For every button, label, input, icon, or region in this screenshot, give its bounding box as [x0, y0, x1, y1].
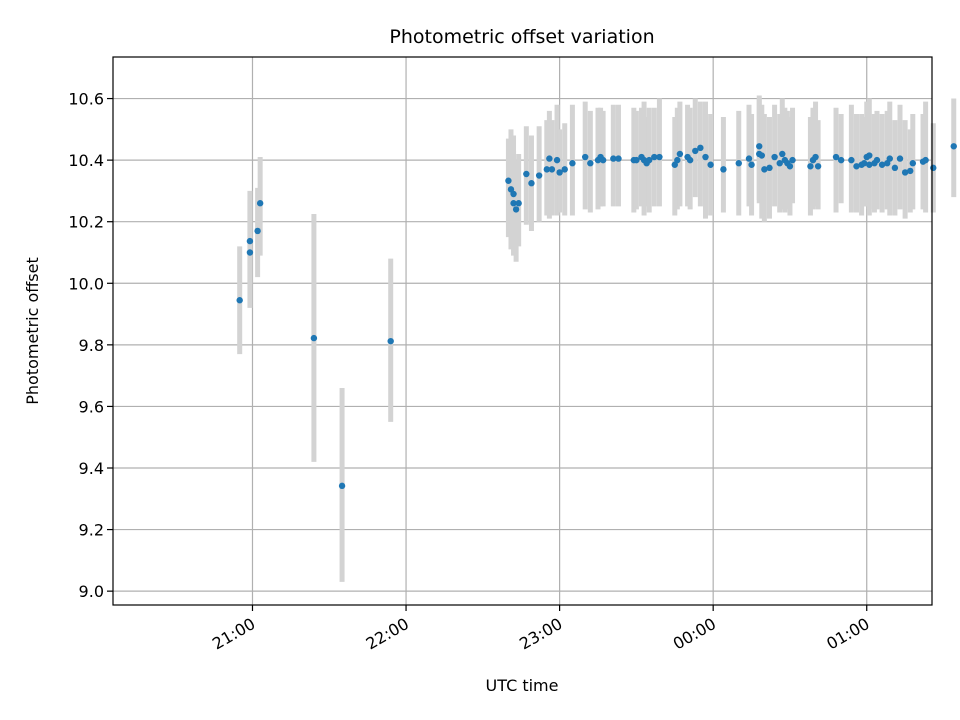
- y-tick-label: 9.4: [79, 459, 104, 478]
- y-tick-label: 10.0: [68, 274, 104, 293]
- data-point: [674, 156, 681, 164]
- data-point: [761, 166, 768, 173]
- data-point: [556, 169, 563, 176]
- data-point: [256, 200, 264, 207]
- y-tick-label: 9.0: [79, 582, 104, 601]
- data-point: [748, 161, 755, 168]
- data-point: [853, 163, 860, 170]
- data-point: [896, 155, 904, 162]
- data-point: [837, 156, 845, 164]
- y-tick-label: 9.8: [79, 336, 104, 355]
- error-bars: [237, 95, 957, 582]
- data-point: [523, 170, 530, 178]
- axis-ticks: [107, 97, 868, 611]
- data-point: [510, 200, 517, 207]
- y-tick-label: 10.2: [68, 213, 104, 232]
- data-point: [735, 160, 742, 167]
- data-point: [814, 163, 822, 170]
- data-point: [832, 153, 840, 161]
- y-tick-label: 10.4: [68, 151, 104, 170]
- data-point: [812, 153, 819, 161]
- data-point: [561, 166, 568, 173]
- data-point: [891, 164, 899, 172]
- data-point: [771, 153, 778, 161]
- data-point: [387, 337, 394, 345]
- data-point: [505, 177, 512, 184]
- y-tick-label: 9.2: [79, 521, 104, 540]
- data-point: [587, 160, 594, 167]
- data-point: [686, 156, 694, 164]
- data-point: [766, 164, 773, 172]
- data-point: [528, 180, 535, 187]
- data-point: [246, 249, 254, 256]
- data-point: [582, 153, 589, 161]
- data-point: [692, 147, 699, 155]
- data-point: [866, 161, 873, 168]
- data-point: [246, 237, 254, 245]
- data-point: [254, 227, 261, 235]
- data-point: [860, 160, 868, 167]
- y-axis-label: Photometric offset: [23, 257, 42, 405]
- data-point: [236, 297, 243, 304]
- data-point: [866, 152, 873, 159]
- chart-title: Photometric offset variation: [389, 26, 654, 48]
- plot-area: [113, 57, 932, 605]
- data-point: [543, 166, 551, 173]
- data-point: [515, 200, 522, 207]
- y-tick-label: 10.6: [68, 90, 104, 109]
- data-point: [548, 166, 556, 173]
- data-point: [546, 155, 553, 162]
- data-point: [779, 150, 786, 158]
- data-point: [676, 150, 684, 158]
- data-point: [645, 156, 653, 164]
- data-point: [510, 190, 517, 198]
- data-point: [930, 164, 937, 172]
- data-point: [338, 482, 346, 490]
- data-point: [873, 156, 881, 164]
- x-axis-label: UTC time: [486, 676, 559, 695]
- data-point: [720, 166, 727, 173]
- data-point: [633, 156, 640, 164]
- data-point: [886, 155, 893, 162]
- data-point: [901, 169, 909, 176]
- data-point: [909, 160, 917, 167]
- data-point: [758, 152, 766, 159]
- data-point: [702, 153, 709, 161]
- data-point: [615, 155, 622, 162]
- data-point: [610, 155, 617, 162]
- data-point: [745, 155, 753, 162]
- data-point: [697, 144, 704, 152]
- y-tick-labels: 9.0 9.2 9.4 9.6 9.8 10.0 10.2 10.4 10.6: [68, 90, 104, 602]
- data-point: [310, 334, 318, 342]
- data-point: [599, 156, 607, 164]
- data-point: [789, 156, 796, 164]
- data-point: [512, 206, 520, 213]
- data-point: [656, 153, 663, 161]
- data-point: [848, 156, 855, 164]
- data-point: [878, 161, 886, 168]
- data-point: [786, 163, 794, 170]
- data-point: [569, 160, 576, 167]
- data-point: [756, 143, 763, 150]
- data-point: [950, 143, 957, 150]
- plot-frame: [112, 56, 933, 606]
- data-points: [236, 143, 957, 490]
- data-point: [807, 163, 814, 170]
- data-point: [907, 167, 914, 175]
- data-point: [651, 153, 658, 161]
- data-point: [535, 172, 543, 179]
- data-point: [707, 161, 714, 168]
- y-tick-label: 9.6: [79, 397, 104, 416]
- data-point: [922, 156, 929, 164]
- data-point: [553, 156, 561, 164]
- data-point: [776, 160, 783, 167]
